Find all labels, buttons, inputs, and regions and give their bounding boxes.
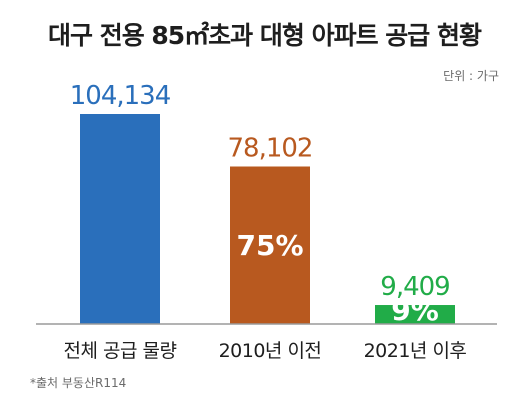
- value-label-1: 104,134: [70, 81, 171, 111]
- bar-2: [230, 166, 310, 324]
- unit-label: 단위 : 가구: [443, 69, 499, 83]
- bar-3: [375, 305, 455, 324]
- category-label-3: 2021년 이후: [364, 340, 467, 362]
- source-note: *출처 부동산R114: [30, 376, 127, 390]
- share-label-3: 9%: [391, 294, 439, 327]
- share-label-2: 75%: [236, 229, 303, 262]
- category-label-1: 전체 공급 물량: [64, 340, 177, 362]
- bar-1: [80, 114, 160, 324]
- value-label-2: 78,102: [228, 133, 313, 163]
- category-label-2: 2010년 이전: [219, 340, 322, 362]
- value-label-3: 9,409: [380, 272, 449, 302]
- chart-title: 대구 전용 85㎡초과 대형 아파트 공급 현황: [47, 21, 482, 50]
